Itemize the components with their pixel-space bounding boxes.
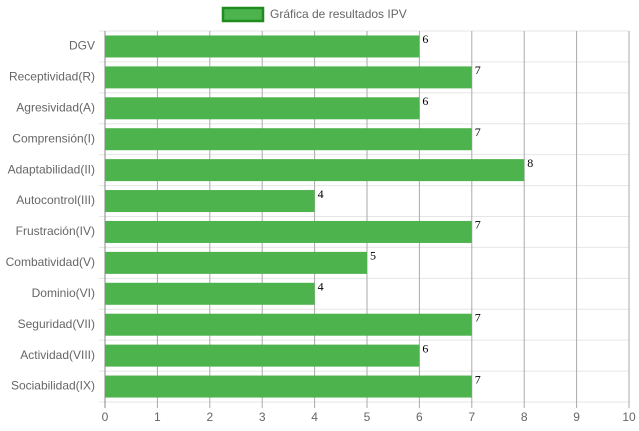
value-label: 6 (422, 341, 428, 355)
bar (105, 251, 367, 274)
y-tick-label: Comprensión(I) (12, 131, 95, 145)
value-label: 7 (475, 218, 481, 232)
value-label: 4 (318, 280, 324, 294)
y-tick-label: Seguridad(VII) (18, 317, 95, 331)
value-label: 7 (475, 372, 481, 386)
bar (105, 313, 472, 336)
y-tick-label: Autocontrol(III) (16, 193, 95, 207)
x-tick-label: 2 (206, 410, 213, 424)
value-label: 4 (318, 187, 324, 201)
x-tick-label: 9 (573, 410, 580, 424)
value-label: 7 (475, 63, 481, 77)
bar (105, 128, 472, 151)
x-tick-label: 4 (311, 410, 318, 424)
y-tick-label: Combatividad(V) (6, 255, 95, 269)
bar (105, 66, 472, 89)
y-tick-label: Dominio(VI) (32, 286, 95, 300)
x-tick-label: 3 (259, 410, 266, 424)
y-tick-label: Frustración(IV) (16, 224, 95, 238)
x-tick-label: 5 (364, 410, 371, 424)
x-tick-label: 1 (154, 410, 161, 424)
x-tick-label: 8 (521, 410, 528, 424)
bar (105, 190, 315, 213)
legend-label: Gráfica de resultados IPV (270, 7, 407, 21)
bar (105, 282, 315, 305)
value-label: 7 (475, 310, 481, 324)
x-tick-label: 10 (622, 410, 636, 424)
y-tick-label: DGV (69, 39, 95, 53)
legend-swatch (221, 6, 265, 23)
value-label: 8 (527, 156, 533, 170)
y-tick-label: Actividad(VIII) (20, 348, 95, 362)
bar (105, 220, 472, 243)
x-tick-label: 0 (102, 410, 109, 424)
y-tick-label: Agresividad(A) (16, 100, 95, 114)
x-tick-label: 6 (416, 410, 423, 424)
value-label: 6 (422, 32, 428, 46)
y-tick-label: Receptividad(R) (9, 70, 95, 84)
bar (105, 35, 420, 58)
bar (105, 375, 472, 398)
value-label: 6 (422, 94, 428, 108)
y-tick-label: Sociabilidad(IX) (11, 379, 95, 393)
bar (105, 344, 420, 367)
bar (105, 97, 420, 120)
legend-item[interactable]: Gráfica de resultados IPV (221, 6, 407, 23)
bar (105, 159, 525, 182)
y-tick-label: Adaptabilidad(II) (8, 162, 95, 176)
x-tick-label: 7 (468, 410, 475, 424)
value-label: 7 (475, 125, 481, 139)
value-label: 5 (370, 249, 376, 263)
